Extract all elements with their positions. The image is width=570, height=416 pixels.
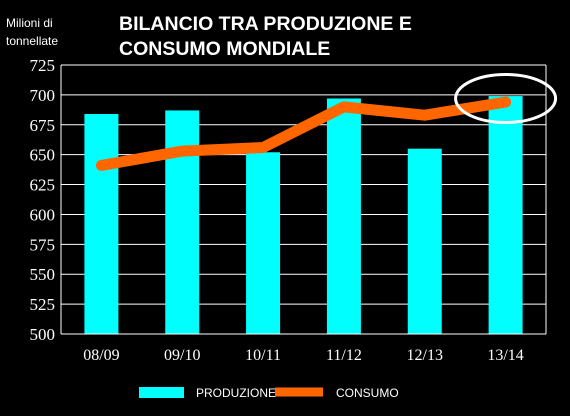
y-tick-label: 550 [30, 265, 56, 284]
point-consumption-09-10 [181, 150, 184, 153]
x-tick-label: 13/14 [487, 347, 523, 364]
chart-title-line-2: CONSUMO MONDIALE [119, 38, 330, 60]
annotations [454, 72, 558, 124]
bar-production-12-13 [407, 148, 442, 334]
bar-production-10-11 [246, 152, 281, 334]
y-tick-label: 500 [30, 325, 56, 344]
y-tick-label: 575 [30, 235, 56, 254]
point-consumption-11-12 [342, 105, 345, 108]
point-consumption-12-13 [423, 114, 426, 117]
legend-swatch-production [139, 387, 184, 398]
legend: PRODUZIONE CONSUMO [139, 386, 399, 400]
grid-lines [60, 64, 547, 335]
legend-label-consumption: CONSUMO [336, 386, 399, 400]
y-tick-label: 625 [30, 176, 56, 195]
x-tick-label: 08/09 [83, 347, 119, 364]
y-tick-label: 650 [30, 146, 56, 165]
y-tick-label: 525 [30, 295, 56, 314]
y-tick-label: 675 [30, 116, 56, 135]
x-tick-label: 12/13 [407, 347, 443, 364]
bar-production-09-10 [165, 110, 200, 334]
y-tick-label: 725 [30, 56, 56, 75]
chart-title-line-1: BILANCIO TRA PRODUZIONE E [119, 13, 412, 35]
point-consumption-13-14 [504, 101, 507, 104]
y-axis-label-line-1: Milioni di [6, 16, 53, 30]
point-consumption-10-11 [262, 146, 265, 149]
x-tick-label: 11/12 [326, 347, 362, 364]
production-bars [61, 96, 546, 335]
bar-production-11-12 [326, 98, 361, 334]
legend-label-production: PRODUZIONE [196, 386, 276, 400]
consumption-line [95, 96, 512, 171]
bar-production-13-14 [488, 96, 523, 334]
highlight-ellipse [454, 72, 558, 124]
x-tick-label: 10/11 [245, 347, 281, 364]
y-axis-label-line-2: tonnellate [6, 34, 58, 48]
y-axis-ticks: 500 525 550 575 600 625 650 675 700 725 [30, 56, 56, 344]
consumption-line-group [95, 96, 512, 171]
bar-production-08-09 [84, 114, 119, 334]
y-tick-label: 700 [30, 86, 56, 105]
y-tick-label: 600 [30, 205, 56, 224]
x-axis-ticks: 08/09 09/10 10/11 11/12 12/13 13/14 [83, 347, 524, 364]
x-tick-label: 09/10 [164, 347, 200, 364]
point-consumption-08-09 [100, 164, 103, 167]
